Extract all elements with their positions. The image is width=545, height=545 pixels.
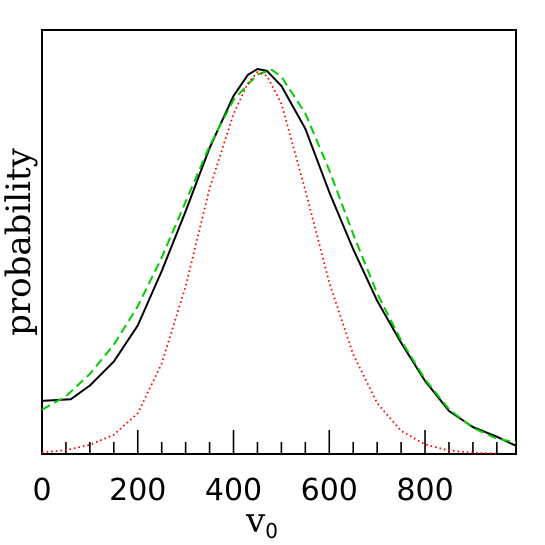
series-group (41, 68, 517, 455)
y-axis-label: probability (0, 147, 39, 336)
x-tick-labels: 0 200 400 600 800 (32, 473, 453, 508)
x-tick-label: 0 (32, 473, 51, 508)
x-axis-label-subscript: 0 (265, 519, 278, 543)
x-tick-label: 400 (205, 473, 262, 508)
series-line-solid (41, 68, 517, 447)
series-line-dotted (41, 71, 497, 455)
x-axis-label: v0 (245, 501, 278, 543)
x-tick-label: 600 (301, 473, 358, 508)
x-tick-label: 200 (109, 473, 166, 508)
x-ticks (41, 430, 498, 454)
x-tick-label: 800 (396, 473, 453, 508)
series-line-dashed (41, 68, 517, 444)
plot-frame (41, 29, 517, 455)
x-axis-label-main: v (245, 501, 266, 541)
